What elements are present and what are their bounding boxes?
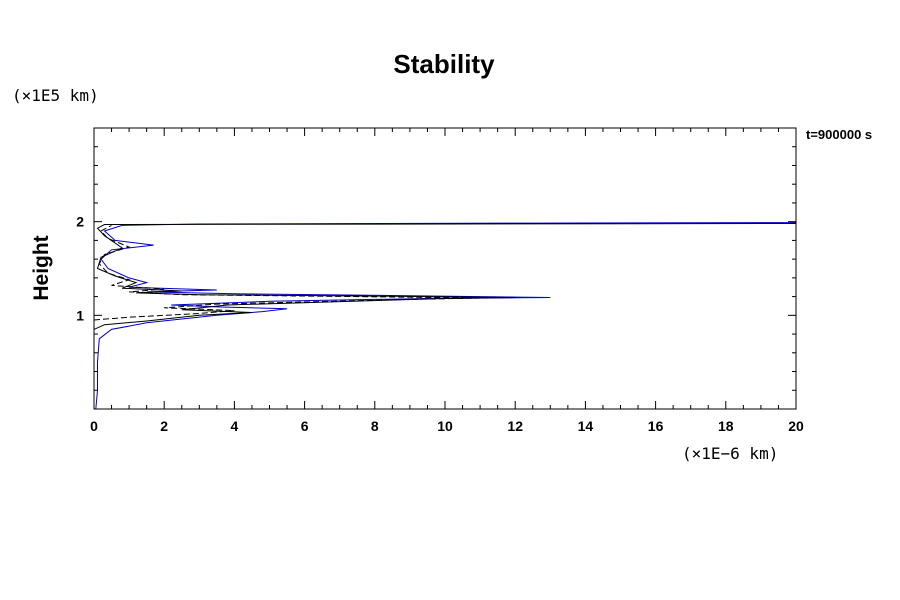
x-tick-label: 4: [231, 418, 239, 434]
x-tick-label: 12: [507, 418, 523, 434]
chart-title: Stability: [393, 49, 495, 79]
x-tick-label: 14: [578, 418, 594, 434]
x-tick-label: 2: [160, 418, 168, 434]
series-line-2: [94, 225, 480, 320]
x-tick-label: 18: [718, 418, 734, 434]
series-layer: [94, 223, 796, 409]
x-unit-label: (×1E−6 km): [682, 444, 778, 463]
x-tick-label: 10: [437, 418, 453, 434]
y-axis-label: Height: [30, 235, 53, 300]
ticks-layer: [94, 128, 796, 409]
x-tick-label: 8: [371, 418, 379, 434]
y-tick-label: 2: [76, 214, 84, 230]
series-line-0: [96, 223, 796, 409]
x-tick-label: 16: [648, 418, 664, 434]
series-line-1: [94, 224, 796, 330]
x-tick-label: 0: [90, 418, 98, 434]
x-tick-label: 6: [301, 418, 309, 434]
time-annotation: t=900000 s: [806, 127, 872, 142]
x-tick-label: 20: [788, 418, 804, 434]
y-tick-label: 1: [76, 307, 84, 323]
y-unit-label: (×1E5 km): [12, 86, 99, 105]
plot-frame: [94, 128, 796, 409]
